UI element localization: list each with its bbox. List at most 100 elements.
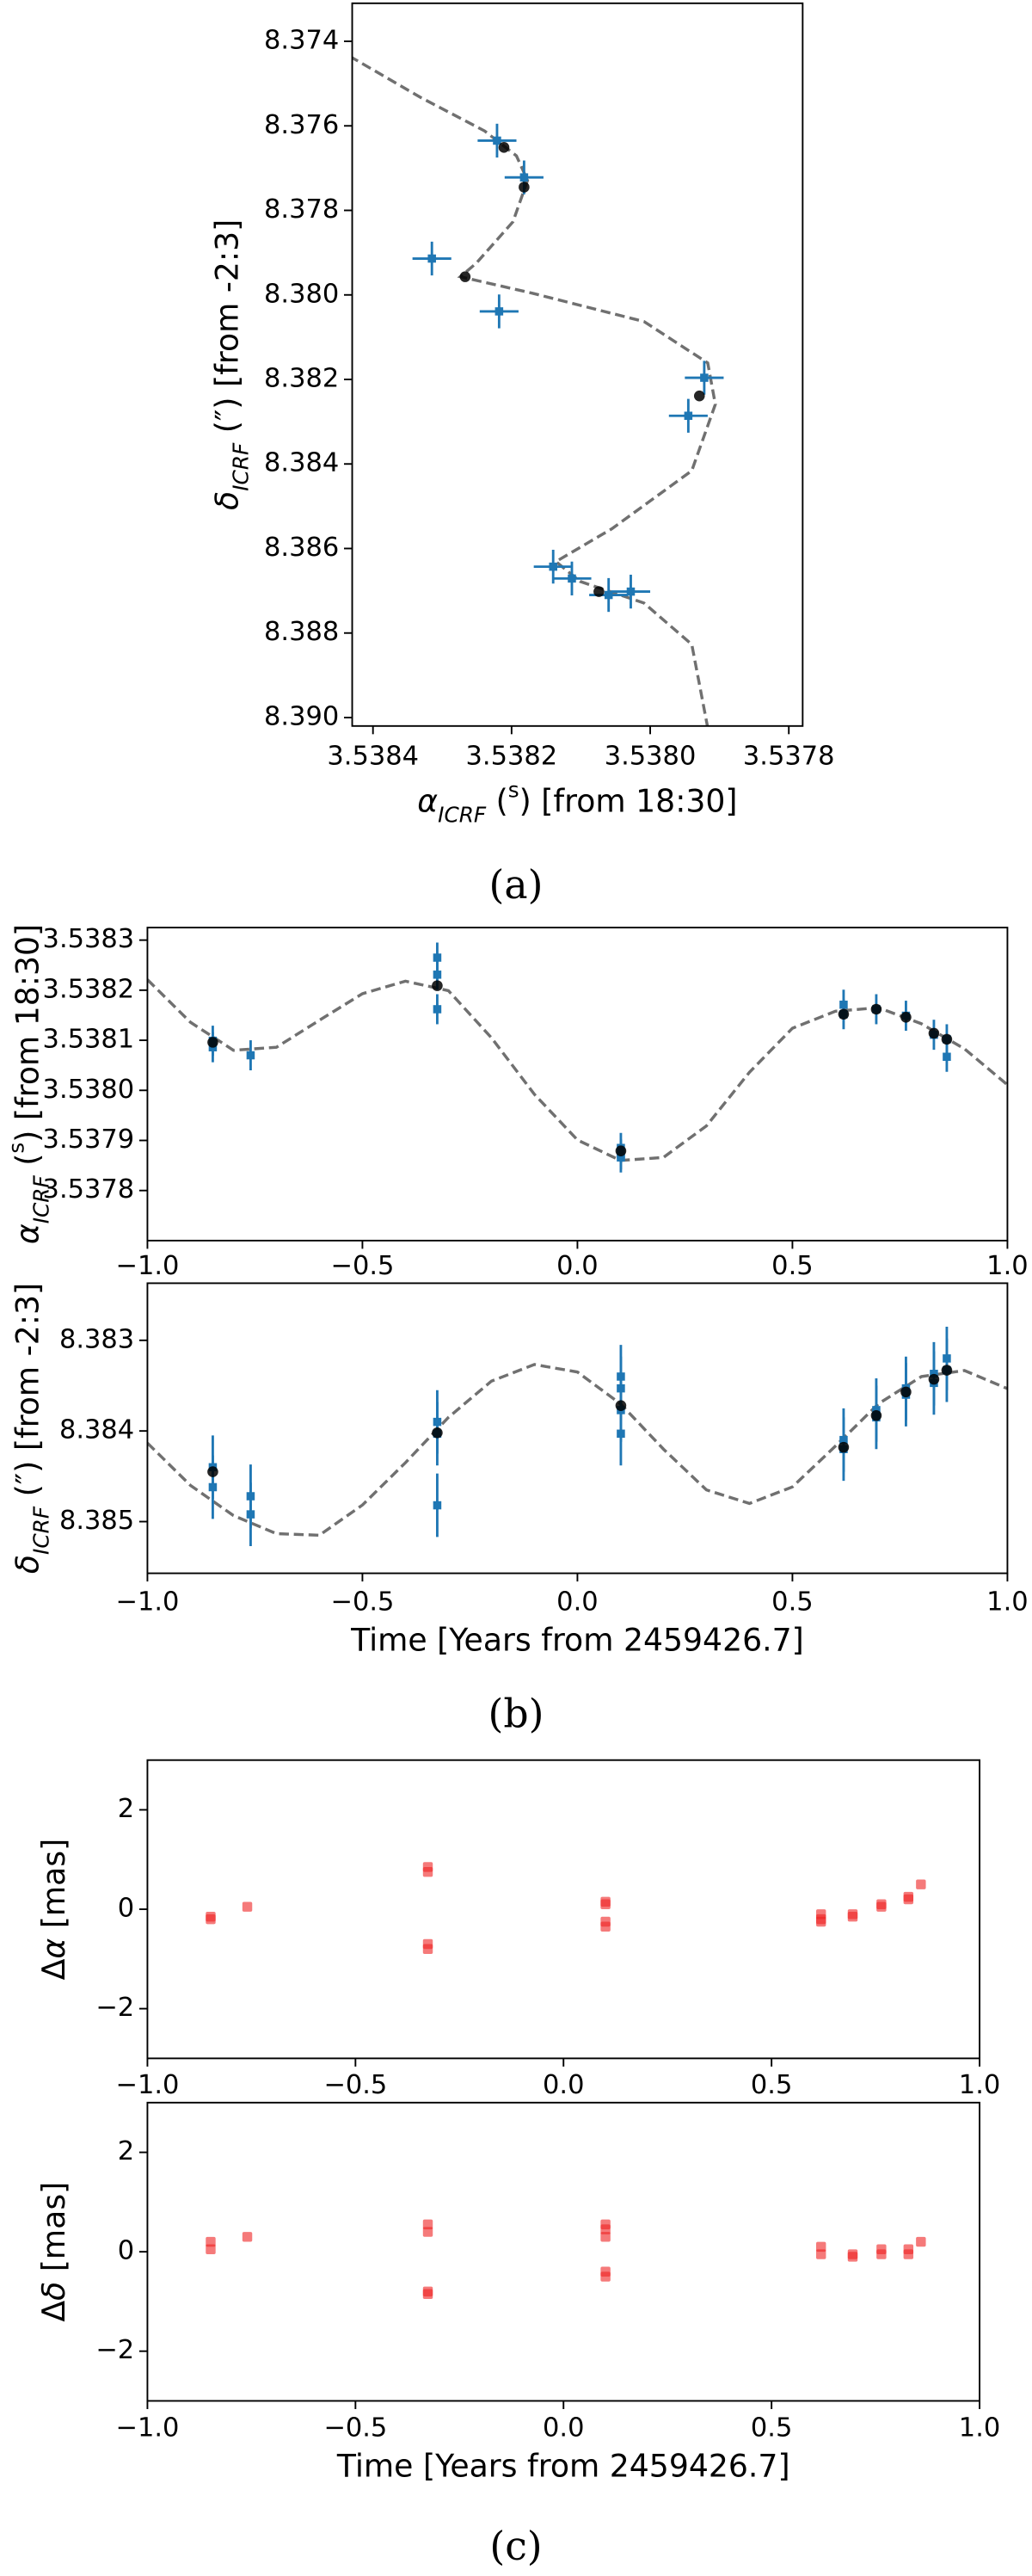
x-axis-label-part: Time [Years from 2459426.7] (336, 2448, 790, 2485)
x-axis-label: Time [Years from 2459426.7] (336, 2448, 790, 2485)
y-axis-label-part: [mas] (35, 2182, 72, 2282)
y-axis-label: δICRF (″) [from -2:3] (209, 219, 254, 510)
x-axis-label-part: ) [from 18:30] (519, 782, 738, 819)
y-tick-label: 8.380 (264, 279, 339, 309)
model-point (838, 1008, 850, 1020)
residual (903, 1894, 914, 1905)
y-axis-label-part: [mas] (35, 1839, 72, 1938)
y-axis-label-part: δ (9, 1555, 46, 1574)
model-point (941, 1033, 953, 1045)
measurement (494, 307, 504, 316)
y-axis-label: αICRF (s) [from 18:30] (3, 924, 53, 1244)
x-tick-label: −0.5 (330, 1587, 394, 1617)
x-tick-label: 0.5 (751, 2413, 792, 2443)
residual (916, 1879, 926, 1889)
model-point (693, 390, 705, 402)
model-curve (352, 56, 717, 726)
x-tick-label: 0.5 (751, 2070, 792, 2100)
residual (847, 1912, 858, 1922)
caption: (b) (488, 1692, 544, 1737)
caption: (c) (489, 2524, 542, 2569)
plot-frame (146, 1282, 1009, 1575)
x-axis-label-part: s (508, 777, 519, 802)
measurement (617, 1429, 625, 1439)
x-tick-label: 0.0 (556, 1251, 598, 1281)
y-axis-label-part: s (3, 1143, 28, 1154)
residual (876, 1901, 887, 1912)
x-tick-label: 3.5378 (743, 742, 835, 772)
model-point (838, 1441, 850, 1453)
x-tick-label: −0.5 (323, 2413, 387, 2443)
y-axis-label-part: α (35, 1938, 72, 1959)
model-point (615, 1145, 627, 1156)
model-curve (147, 978, 1008, 1162)
y-axis-label-part: Δ (35, 2301, 72, 2322)
model-point (519, 182, 530, 193)
plot-frame (146, 1759, 980, 2060)
residual (422, 2227, 433, 2237)
measurement (246, 1051, 255, 1060)
model-point (459, 271, 471, 282)
residual (422, 2289, 433, 2299)
x-tick-label: 1.0 (986, 1251, 1028, 1281)
measurement (684, 411, 693, 421)
model-point (928, 1027, 940, 1039)
y-axis-label-part: ICRF (28, 1506, 53, 1555)
y-tick-label: −2 (95, 1993, 134, 2023)
y-tick-label: 8.384 (264, 448, 339, 478)
y-tick-label: 0 (118, 2236, 134, 2266)
y-axis-label-part: (″) [from -2:3] (9, 1283, 46, 1507)
plot-area (206, 1862, 926, 1954)
residual (206, 1912, 216, 1922)
y-axis-label-part: δ (35, 2282, 72, 2301)
model-point (432, 1427, 443, 1439)
model-point (615, 1400, 627, 1411)
y-axis-label-part: Δ (35, 1958, 72, 1980)
measurement (433, 1501, 442, 1510)
plot-area (206, 2219, 926, 2299)
y-tick-label: 2 (118, 1794, 134, 1824)
residual (206, 2244, 216, 2254)
x-tick-label: 0.0 (556, 1587, 598, 1617)
y-tick-label: 8.376 (264, 110, 339, 140)
plot-frame (351, 2, 804, 727)
y-tick-label: 3.5383 (43, 924, 135, 954)
y-axis-label-part: ICRF (28, 1175, 53, 1224)
y-tick-label: 8.385 (59, 1506, 134, 1536)
model-point (498, 142, 510, 153)
y-tick-label: 8.383 (59, 1324, 134, 1354)
residual (242, 1901, 253, 1912)
y-tick-label: 8.390 (264, 701, 339, 731)
measurement (700, 373, 709, 382)
y-tick-label: 3.5379 (43, 1125, 135, 1155)
x-axis-label: Time [Years from 2459426.7] (350, 1622, 804, 1659)
x-tick-label: 3.5380 (605, 742, 697, 772)
caption: (a) (489, 862, 544, 908)
measurement (433, 971, 442, 979)
measurement (943, 1052, 951, 1062)
x-tick-label: 1.0 (959, 2413, 1000, 2443)
model-point (207, 1037, 218, 1048)
measurement (568, 574, 576, 583)
y-axis-label-part: ) [from 18:30] (9, 924, 46, 1143)
model-point (928, 1373, 940, 1385)
residual (422, 2219, 433, 2230)
x-tick-label: 0.5 (771, 1251, 813, 1281)
y-tick-label: 8.386 (264, 533, 339, 563)
y-tick-label: 3.5378 (43, 1174, 135, 1205)
model-point (593, 586, 605, 597)
x-axis-label: αICRF (s) [from 18:30] (417, 777, 737, 827)
y-axis-label-part: (″) [from -2:3] (209, 219, 246, 443)
residual (876, 2249, 887, 2259)
residual (422, 1867, 433, 1877)
y-tick-label: −2 (95, 2335, 134, 2365)
y-axis-label-part: ( (9, 1154, 46, 1176)
residual (847, 2252, 858, 2262)
x-tick-label: 1.0 (986, 1587, 1028, 1617)
x-tick-label: 1.0 (959, 2070, 1000, 2100)
measurement (493, 136, 501, 145)
measurement (433, 953, 442, 962)
y-tick-label: 8.384 (59, 1415, 134, 1445)
y-axis-label-part: α (9, 1223, 46, 1244)
